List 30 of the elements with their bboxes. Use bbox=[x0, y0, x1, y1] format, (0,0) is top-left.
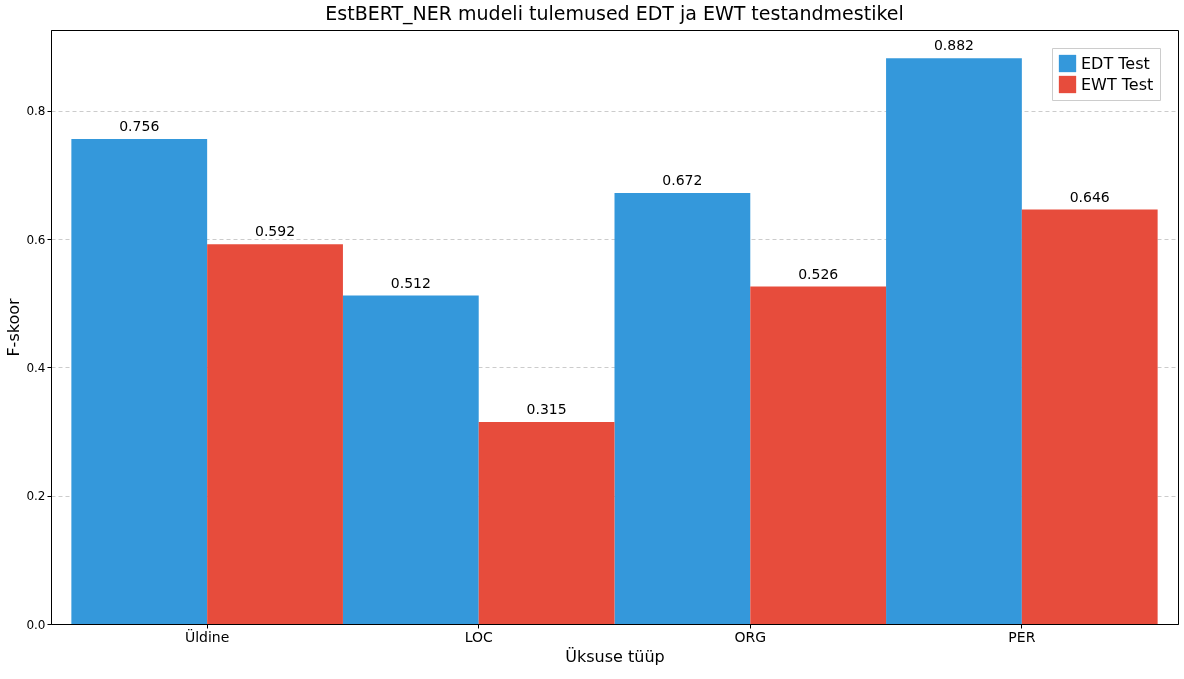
data-label: 0.526 bbox=[798, 265, 839, 282]
data-label: 0.512 bbox=[390, 274, 431, 291]
bar bbox=[478, 421, 615, 624]
data-label: 0.882 bbox=[933, 37, 974, 54]
data-label: 0.756 bbox=[119, 118, 160, 135]
data-label: 0.315 bbox=[526, 400, 567, 417]
data-label: 0.672 bbox=[662, 171, 703, 188]
bar bbox=[886, 58, 1022, 624]
x-tick-label: PER bbox=[1008, 628, 1036, 645]
y-tick-label: 0.8 bbox=[26, 104, 46, 119]
x-axis-title: Üksuse tüüp bbox=[565, 646, 665, 666]
x-tick-label: Üldine bbox=[184, 627, 230, 645]
y-axis-title: F-skoor bbox=[4, 298, 24, 357]
legend-label: EWT Test bbox=[1081, 74, 1154, 94]
bar bbox=[207, 244, 343, 624]
y-tick-label: 0.0 bbox=[26, 617, 46, 632]
x-tick-label: ORG bbox=[734, 628, 767, 645]
chart-title: EstBERT_NER mudeli tulemused EDT ja EWT testandmestikel bbox=[325, 2, 904, 25]
y-tick-label: 0.2 bbox=[26, 489, 46, 504]
x-tick-label: LOC bbox=[464, 628, 493, 645]
y-tick-label: 0.6 bbox=[26, 232, 46, 247]
bar bbox=[1021, 209, 1158, 624]
bar bbox=[614, 192, 751, 624]
data-label: 0.592 bbox=[255, 223, 296, 240]
data-label: 0.646 bbox=[1069, 188, 1110, 205]
bar bbox=[750, 286, 887, 624]
bar bbox=[342, 295, 479, 624]
legend-label: EDT Test bbox=[1081, 53, 1150, 73]
bar bbox=[71, 139, 208, 624]
y-tick-label: 0.4 bbox=[26, 360, 46, 375]
